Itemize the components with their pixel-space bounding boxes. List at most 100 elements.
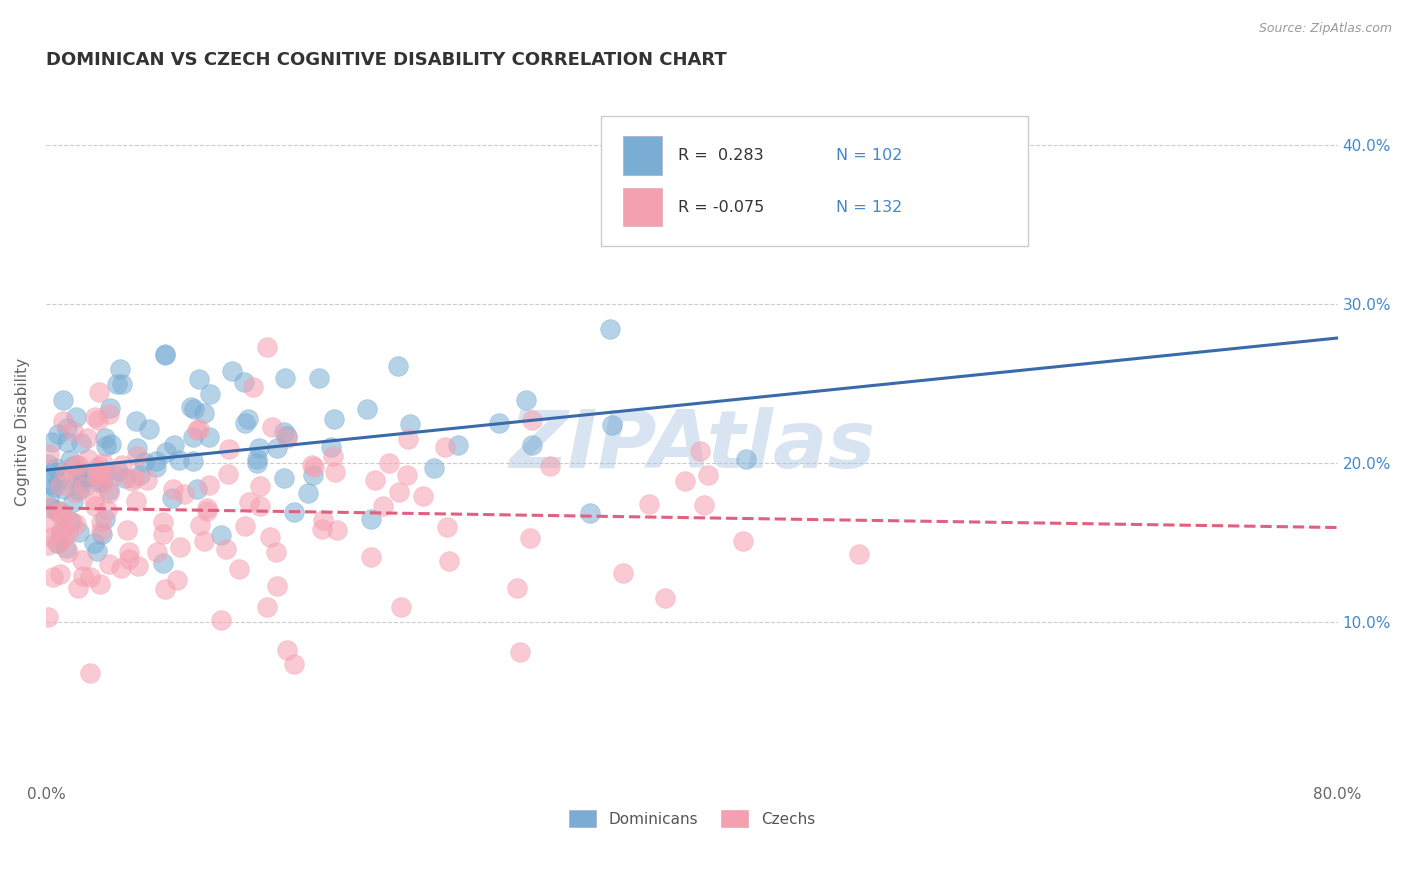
Point	[48, 478, 70, 492]
Point	[65, 409, 87, 424]
Point	[45, 536, 67, 550]
Point	[195, 503, 218, 517]
Y-axis label: Cognitive Disability: Cognitive Disability	[15, 358, 30, 506]
Point	[37, 500, 59, 515]
Point	[51, 414, 73, 428]
Point	[49, 523, 72, 537]
Point	[209, 528, 232, 542]
Point	[256, 599, 278, 614]
Point	[107, 464, 129, 478]
Point	[166, 574, 188, 588]
Point	[152, 556, 174, 570]
Text: Source: ZipAtlas.com: Source: ZipAtlas.com	[1258, 22, 1392, 36]
Point	[396, 432, 419, 446]
Point	[48, 475, 70, 489]
Point	[506, 581, 529, 595]
Point	[246, 452, 269, 467]
Point	[62, 424, 84, 438]
Point	[91, 468, 114, 483]
Point	[100, 437, 122, 451]
Point	[276, 431, 298, 445]
Point	[84, 500, 107, 514]
Point	[266, 545, 288, 559]
Point	[62, 459, 84, 474]
Point	[389, 600, 412, 615]
Point	[128, 468, 150, 483]
Point	[198, 387, 221, 401]
Point	[94, 465, 117, 479]
Point	[256, 340, 278, 354]
Point	[193, 406, 215, 420]
Point	[42, 517, 65, 532]
Point	[90, 524, 112, 538]
Point	[111, 377, 134, 392]
Point	[108, 362, 131, 376]
Point	[193, 534, 215, 549]
Point	[599, 322, 621, 336]
Point	[55, 434, 77, 449]
Point	[363, 473, 385, 487]
Point	[488, 416, 510, 430]
Point	[209, 613, 232, 627]
Text: ZIPAtlas: ZIPAtlas	[509, 407, 875, 484]
Legend: Dominicans, Czechs: Dominicans, Czechs	[562, 804, 821, 833]
Point	[48, 566, 70, 581]
Point	[60, 515, 83, 529]
Point	[247, 441, 270, 455]
Point	[167, 453, 190, 467]
Point	[412, 490, 434, 504]
Point	[325, 465, 347, 479]
Point	[125, 414, 148, 428]
Point	[91, 475, 114, 490]
Point	[217, 467, 239, 481]
Point	[377, 456, 399, 470]
Point	[249, 499, 271, 513]
Point	[181, 454, 204, 468]
Point	[388, 485, 411, 500]
Point	[96, 503, 118, 517]
Point	[654, 591, 676, 606]
Point	[114, 471, 136, 485]
Point	[138, 422, 160, 436]
Point	[422, 460, 444, 475]
Point	[90, 475, 112, 489]
Point	[259, 530, 281, 544]
Point	[121, 474, 143, 488]
Point	[242, 379, 264, 393]
Point	[65, 458, 87, 472]
Point	[98, 557, 121, 571]
Point	[153, 582, 176, 597]
Text: DOMINICAN VS CZECH COGNITIVE DISABILITY CORRELATION CHART: DOMINICAN VS CZECH COGNITIVE DISABILITY …	[46, 51, 727, 69]
Text: R =  0.283: R = 0.283	[678, 148, 763, 163]
Point	[79, 570, 101, 584]
Point	[162, 482, 184, 496]
Point	[246, 456, 269, 470]
Point	[195, 500, 218, 515]
Point	[169, 540, 191, 554]
Point	[59, 514, 82, 528]
Point	[152, 527, 174, 541]
Point	[155, 445, 177, 459]
Point	[48, 535, 70, 549]
Point	[56, 545, 79, 559]
Point	[183, 429, 205, 443]
Point	[83, 493, 105, 508]
Point	[45, 503, 67, 517]
Point	[51, 505, 73, 519]
Point	[62, 495, 84, 509]
Point	[302, 460, 325, 475]
Point	[59, 452, 82, 467]
Point	[87, 469, 110, 483]
Point	[323, 412, 346, 426]
Point	[689, 443, 711, 458]
Point	[848, 547, 870, 561]
Point	[262, 420, 284, 434]
Point	[84, 409, 107, 424]
Point	[98, 485, 121, 500]
Point	[38, 490, 60, 504]
Point	[51, 393, 73, 408]
Point	[236, 412, 259, 426]
Point	[308, 371, 330, 385]
Point	[538, 459, 561, 474]
Point	[37, 610, 59, 624]
